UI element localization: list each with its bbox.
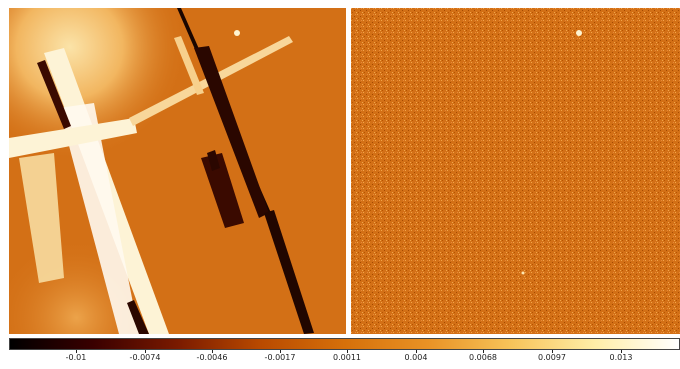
colorbar-ticks: -0.01 -0.0074 -0.0046 -0.0017 0.0011 0.0… [0,353,680,369]
colorbar-tick-mark [280,350,281,353]
colorbar-tick-label: -0.0017 [264,353,296,362]
colorbar-tick-label: 0.0068 [469,353,497,362]
colorbar-tick-mark [416,350,417,353]
colorbar [9,338,680,350]
colorbar-tick-mark [76,350,77,353]
colorbar-tick-label: 0.013 [609,353,633,362]
colorbar-tick-label: 0.0011 [333,353,361,362]
colorbar-tick-mark [552,350,553,353]
right-residual-image [351,8,680,334]
left-image-panel [9,8,346,334]
colorbar-tick-mark [621,350,622,353]
colorbar-tick-mark [145,350,146,353]
colorbar-tick-mark [347,350,348,353]
colorbar-tick-label: -0.01 [65,353,87,362]
colorbar-tick-mark [212,350,213,353]
colorbar-tick-label: -0.0074 [129,353,161,362]
colorbar-tick-mark [483,350,484,353]
colorbar-tick-label: 0.004 [404,353,428,362]
right-image-panel [351,8,680,334]
colorbar-tick-label: -0.0046 [196,353,228,362]
left-residual-image [9,8,346,334]
colorbar-tick-label: 0.0097 [538,353,566,362]
